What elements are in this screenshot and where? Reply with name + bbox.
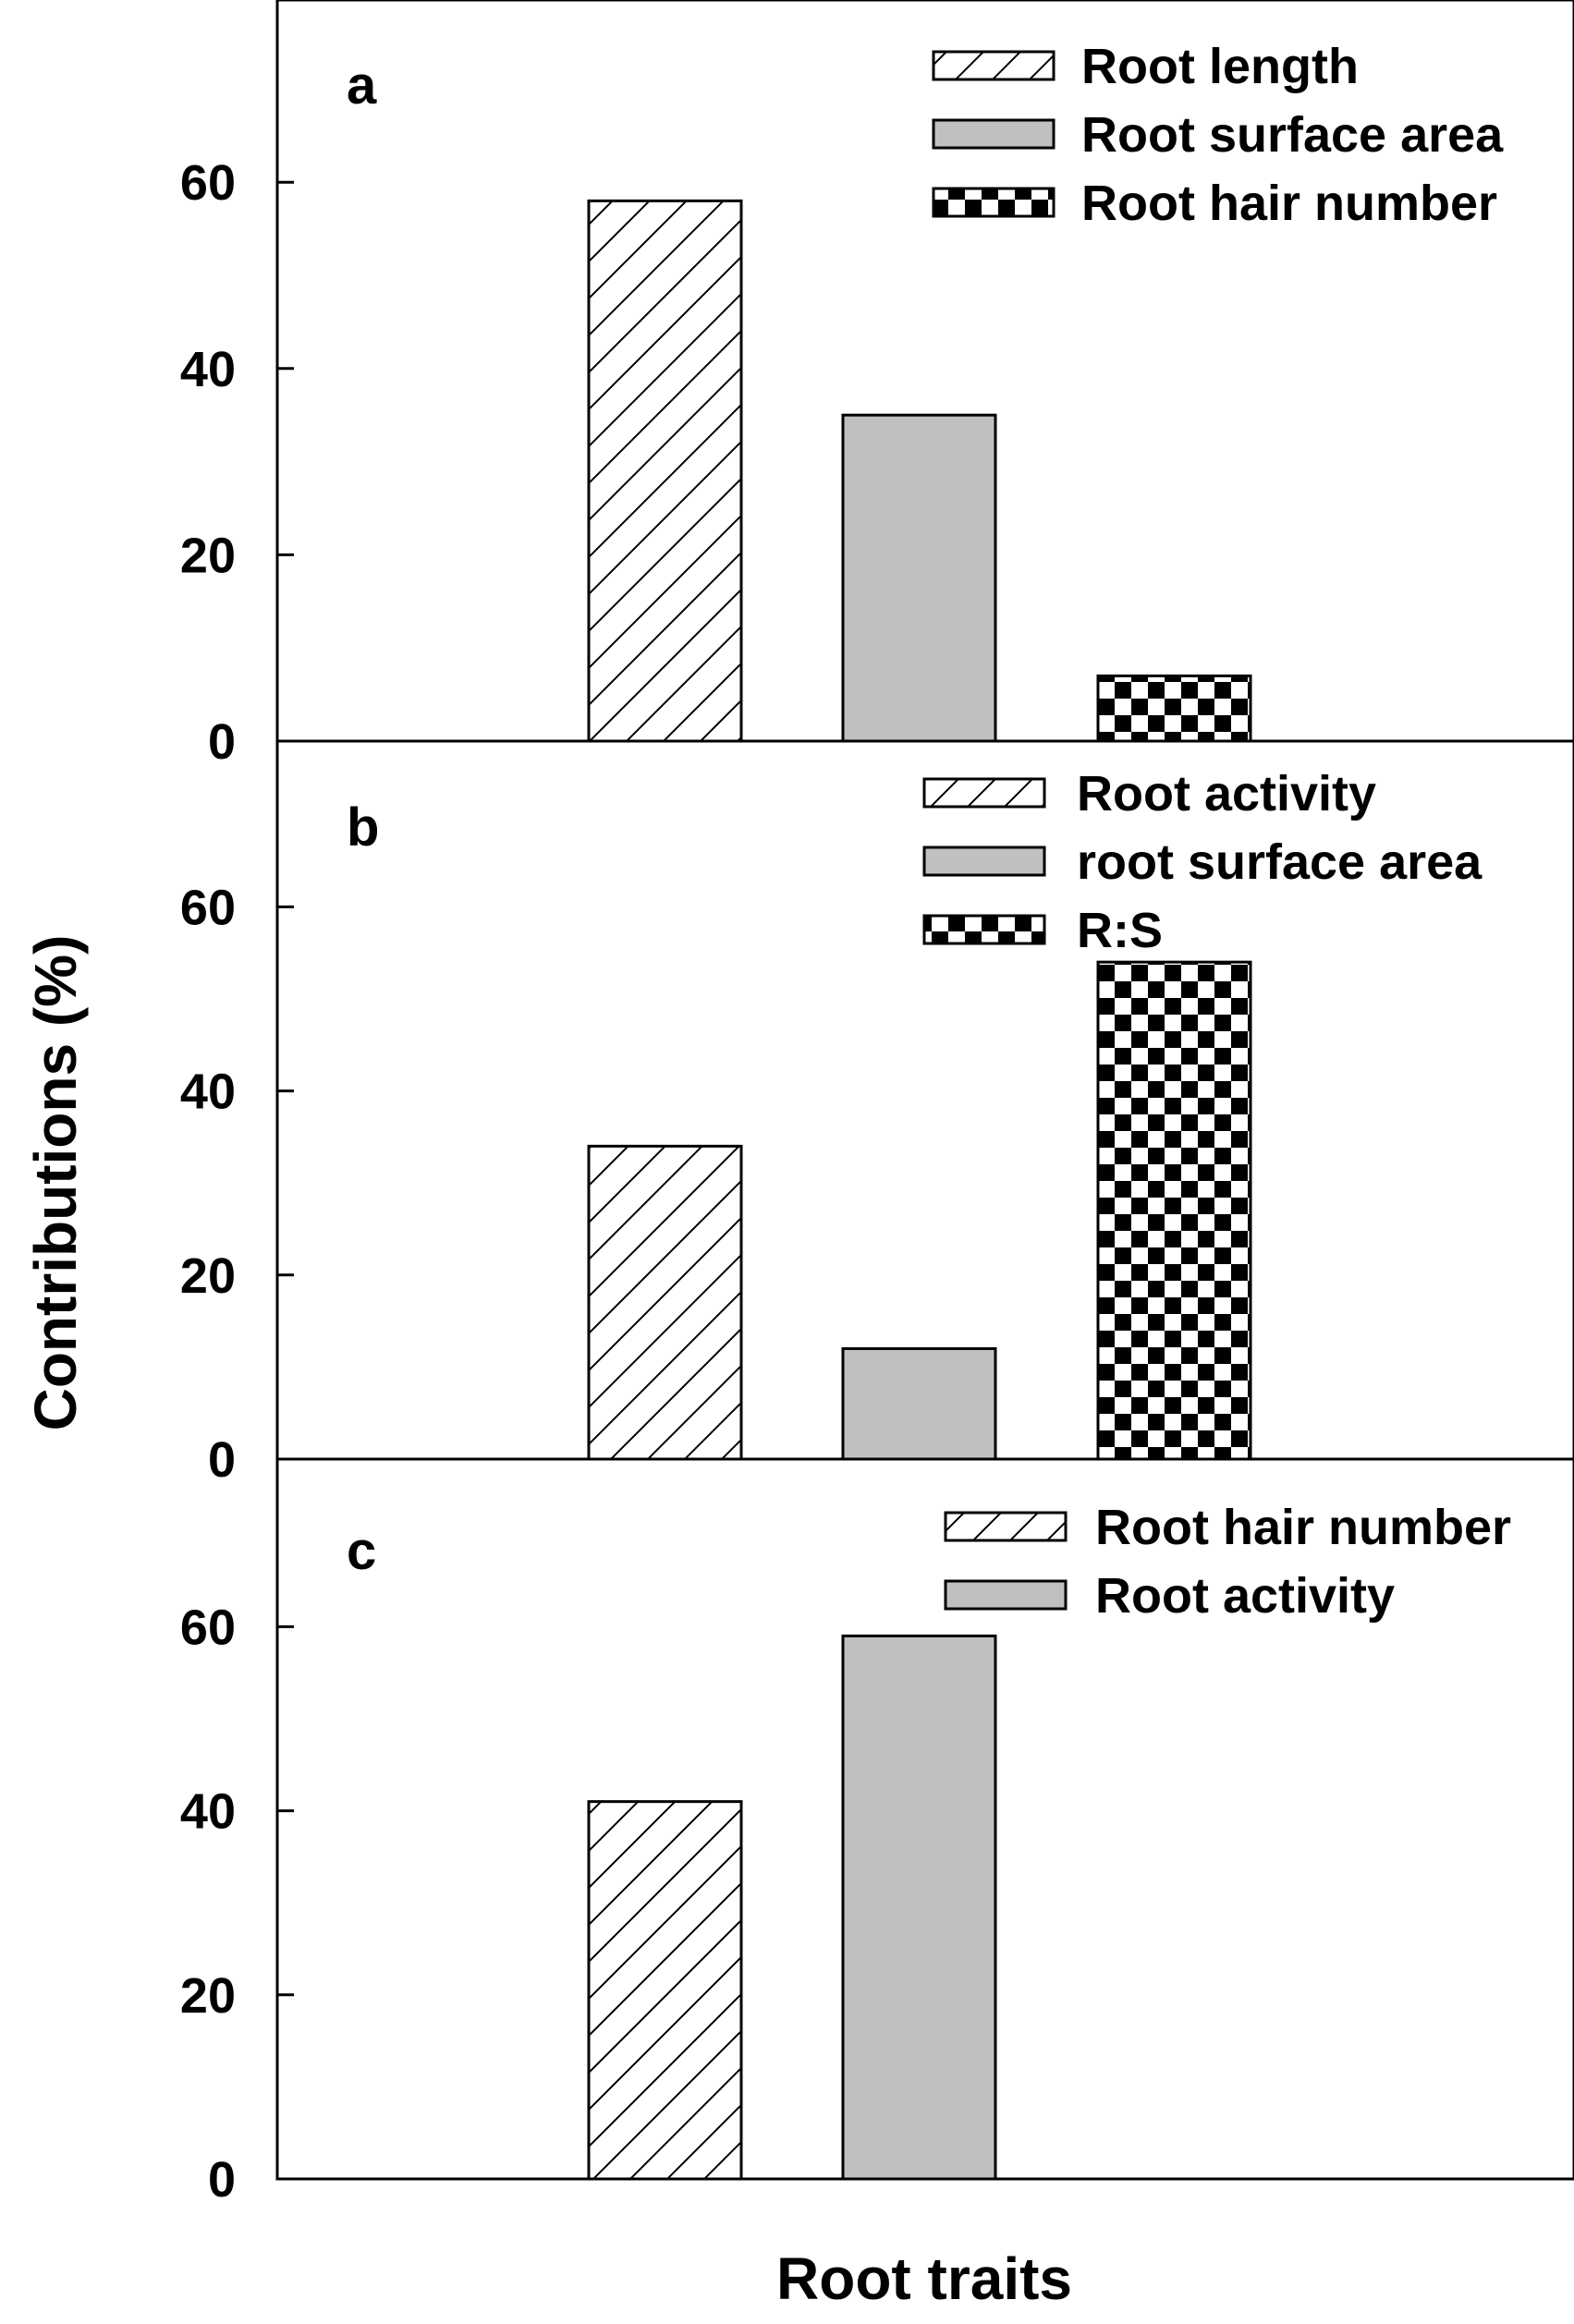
tick-label-c-20: 20 [180,1968,236,2024]
bar-a-2 [841,413,997,743]
bar-c-2 [841,1634,997,2181]
legend-b: Root activity root surface area R:S [922,766,1482,958]
legend-c-label-1: Root hair number [1095,1500,1511,1555]
legend-c-swatch-2 [944,1579,1068,1611]
legend-a-swatch-2 [932,118,1055,150]
legend-b-label-2: root surface area [1077,834,1482,890]
legend-a-swatch-3 [932,187,1055,218]
tick-label-b-20: 20 [180,1248,236,1304]
legend-c-swatch-1 [944,1511,1068,1542]
panel-b: b 0 20 40 60 Root activity root surface are… [180,739,1574,1488]
panel-a-label: a [347,55,377,116]
tick-label-b-0: 0 [208,1432,236,1488]
tick-label-b-40: 40 [180,1065,236,1120]
panel-a: a 0 20 40 60 Root length Root surface area … [180,0,1574,770]
legend-b-swatch-1 [922,777,1046,809]
tick-label-c-60: 60 [180,1600,236,1655]
tick-label-a-40: 40 [180,342,236,397]
legend-c: Root hair number Root activity [944,1500,1511,1624]
tick-label-b-60: 60 [180,880,236,935]
legend-a: Root length Root surface area Root hair … [932,39,1504,231]
legend-a-swatch-1 [932,50,1055,81]
bar-b-3 [1096,960,1252,1461]
bar-a-1 [587,199,743,743]
legend-b-label-3: R:S [1077,903,1163,958]
tick-label-a-60: 60 [180,155,236,211]
legend-a-label-1: Root length [1081,39,1359,94]
tick-label-a-20: 20 [180,528,236,583]
panel-c-label: c [347,1521,376,1581]
panel-b-label: b [347,797,379,858]
bar-b-1 [587,1144,743,1461]
legend-b-swatch-3 [922,914,1046,945]
bar-c-1 [587,1800,743,2181]
y-axis-title: Contributions (%) [22,935,89,1431]
legend-a-label-3: Root hair number [1081,176,1497,231]
tick-label-c-40: 40 [180,1784,236,1840]
legend-b-swatch-2 [922,846,1046,877]
panel-c: c 0 20 40 60 Root hair number Root activity [180,1457,1574,2208]
x-axis-title: Root traits [776,2245,1072,2312]
bar-a-3 [1096,674,1252,743]
legend-c-label-2: Root activity [1095,1568,1395,1624]
bar-b-2 [841,1346,997,1461]
legend-b-label-1: Root activity [1077,766,1376,821]
tick-label-a-0: 0 [208,714,236,770]
tick-label-c-0: 0 [208,2152,236,2208]
legend-a-label-2: Root surface area [1081,107,1504,163]
